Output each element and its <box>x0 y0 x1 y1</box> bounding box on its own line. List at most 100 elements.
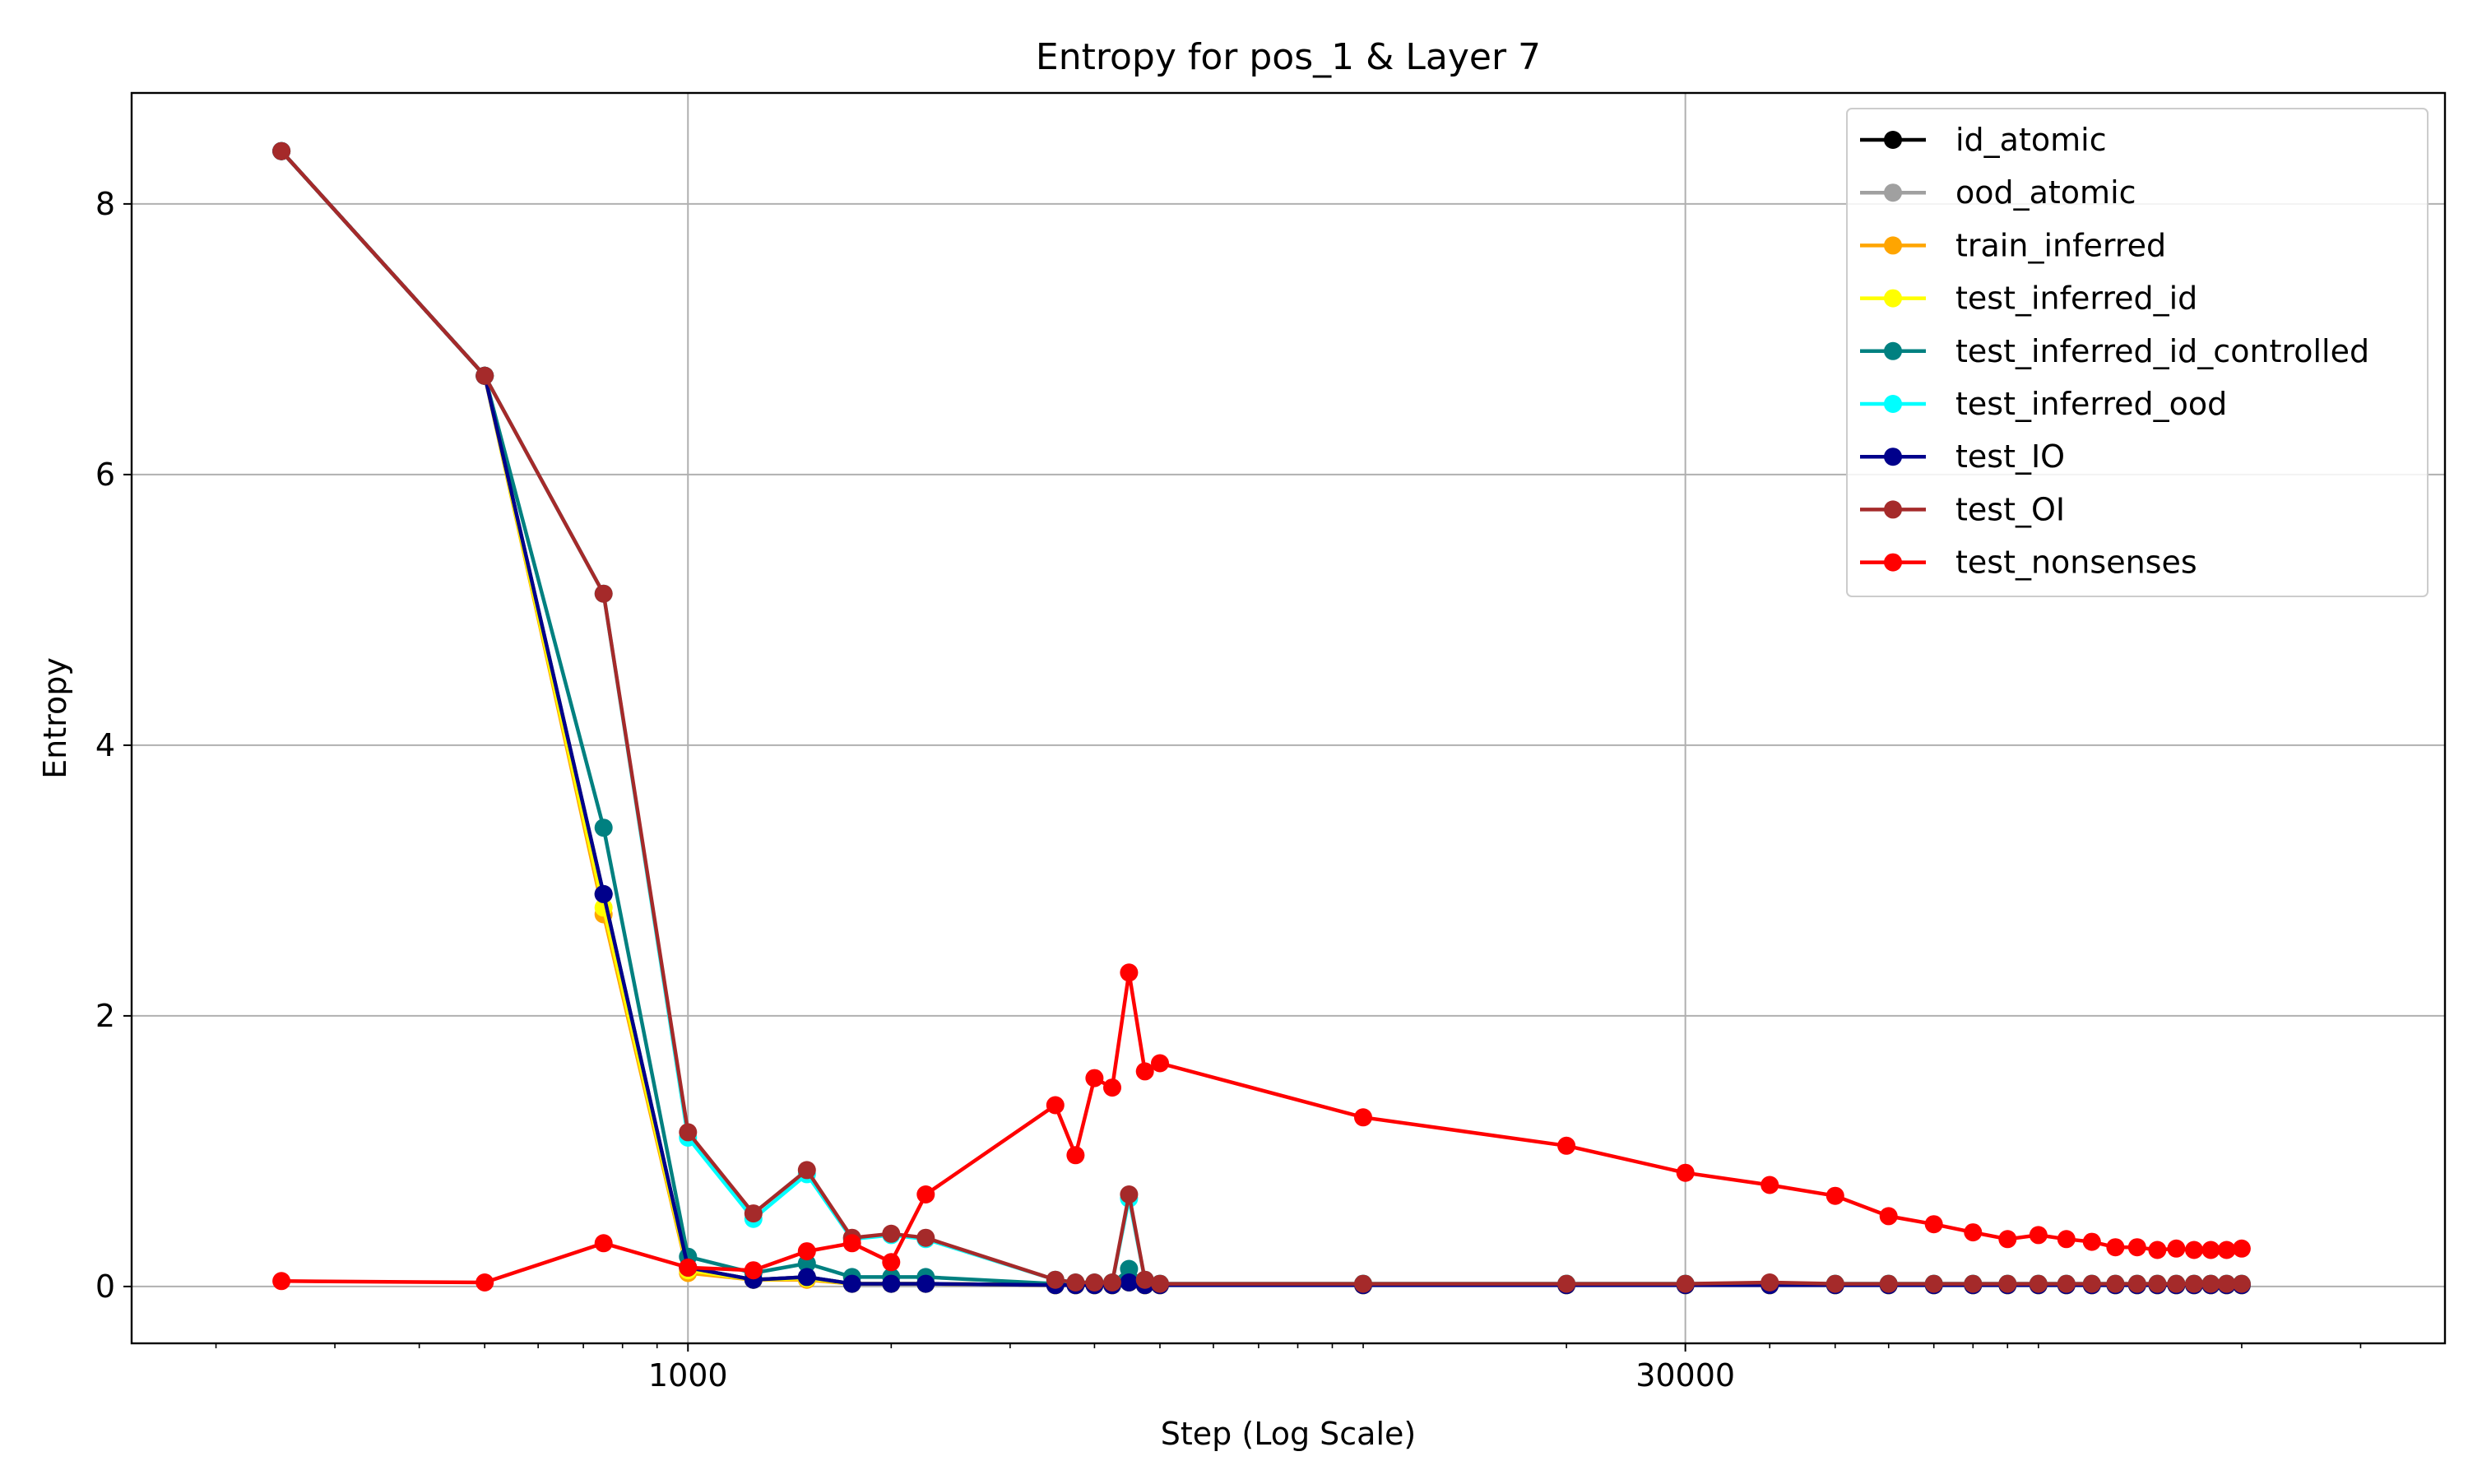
data-point <box>1354 1274 1372 1293</box>
data-point <box>2082 1232 2101 1251</box>
data-point <box>476 366 494 385</box>
data-point <box>744 1204 763 1223</box>
data-point <box>1085 1273 1104 1292</box>
y-tick-label: 2 <box>95 998 115 1034</box>
legend-swatch-marker <box>1884 448 1902 466</box>
plot-frame <box>130 91 2447 1345</box>
legend-box <box>1846 108 2429 597</box>
data-point <box>797 1161 816 1180</box>
legend-label: test_inferred_ood <box>1955 386 2227 422</box>
data-point <box>2127 1274 2146 1293</box>
data-point <box>2185 1274 2203 1293</box>
data-point <box>2057 1230 2076 1249</box>
data-point <box>1135 1270 1154 1289</box>
y-tick-label: 0 <box>95 1268 115 1305</box>
legend-item: test_IO <box>1860 438 2065 475</box>
data-point <box>797 1268 816 1287</box>
data-point <box>1676 1274 1695 1293</box>
x-tick-label: 1000 <box>648 1357 728 1394</box>
data-point <box>594 584 613 603</box>
legend-swatch-marker <box>1884 341 1902 360</box>
axis-ticks: 0 2 4 6 8 1000 30000 <box>95 186 2362 1394</box>
data-point <box>2167 1274 2186 1293</box>
data-point <box>1046 1096 1065 1115</box>
legend-label: test_inferred_id <box>1955 281 2197 317</box>
data-point <box>1676 1163 1695 1182</box>
legend-item: train_inferred <box>1860 227 2166 263</box>
data-point <box>1998 1230 2017 1249</box>
data-point <box>1924 1274 1943 1293</box>
data-point <box>594 819 613 837</box>
data-point <box>272 141 291 160</box>
data-point <box>2201 1274 2220 1293</box>
data-point <box>1557 1136 1576 1155</box>
legend-item: test_inferred_id <box>1860 281 2197 317</box>
data-point <box>594 1234 613 1253</box>
legend-label: test_nonsenses <box>1955 545 2197 581</box>
data-point <box>1825 1274 1844 1293</box>
data-point <box>882 1224 901 1243</box>
series-lines <box>272 141 2251 1295</box>
legend-item: test_inferred_id_controlled <box>1860 333 2369 369</box>
data-point <box>2106 1238 2125 1257</box>
x-tick-label: 30000 <box>1635 1357 1735 1394</box>
data-point <box>679 1258 698 1277</box>
legend-swatch-marker <box>1884 236 1902 255</box>
data-point <box>594 884 613 903</box>
data-point <box>1761 1273 1779 1292</box>
data-point <box>1557 1274 1576 1293</box>
data-point <box>1761 1176 1779 1194</box>
data-point <box>744 1261 763 1280</box>
data-point <box>2127 1238 2146 1257</box>
data-point <box>2217 1274 2236 1293</box>
legend-swatch-marker <box>1884 500 1902 519</box>
data-point <box>2185 1241 2203 1259</box>
data-point <box>1120 1273 1139 1292</box>
data-point <box>842 1274 861 1293</box>
data-point <box>1103 1273 1121 1292</box>
data-point <box>1066 1146 1085 1165</box>
data-point <box>2232 1274 2251 1293</box>
legend-swatch-marker <box>1884 131 1902 149</box>
legend-label: test_IO <box>1955 438 2065 475</box>
data-point <box>842 1234 861 1253</box>
data-point <box>797 1242 816 1261</box>
data-point <box>679 1123 698 1142</box>
chart-title: Entropy for pos_1 & Layer 7 <box>1036 36 1541 78</box>
data-point <box>1151 1274 1169 1293</box>
y-tick-label: 4 <box>95 727 115 763</box>
legend-label: ood_atomic <box>1955 174 2136 211</box>
legend: id_atomic ood_atomic train_inferred test_in… <box>1846 108 2429 597</box>
data-point <box>882 1274 901 1293</box>
data-point <box>916 1185 935 1203</box>
y-axis-label: Entropy <box>37 657 73 779</box>
data-point <box>2201 1241 2220 1259</box>
series-test_nonsenses <box>272 963 2251 1292</box>
x-axis-label: Step (Log Scale) <box>1161 1416 1416 1452</box>
data-point <box>2082 1274 2101 1293</box>
grid <box>132 93 2445 1343</box>
data-point <box>1998 1274 2017 1293</box>
data-point <box>1066 1273 1085 1292</box>
legend-item: ood_atomic <box>1860 174 2136 211</box>
legend-label: id_atomic <box>1955 122 2107 158</box>
data-point <box>1120 1259 1139 1278</box>
data-point <box>2057 1274 2076 1293</box>
data-point <box>1964 1274 1983 1293</box>
data-point <box>882 1253 901 1272</box>
data-point <box>1964 1223 1983 1242</box>
data-point <box>1120 1185 1139 1203</box>
legend-swatch-marker <box>1884 289 1902 308</box>
series-test_OI <box>272 141 2251 1293</box>
data-point <box>2029 1274 2048 1293</box>
data-point <box>272 1272 291 1291</box>
legend-label: train_inferred <box>1955 227 2166 263</box>
data-point <box>916 1274 935 1293</box>
data-point <box>1120 963 1139 982</box>
legend-item: test_OI <box>1860 491 2065 527</box>
data-point <box>916 1228 935 1247</box>
data-point <box>2029 1226 2048 1245</box>
data-point <box>1924 1215 1943 1234</box>
data-point <box>476 1273 494 1292</box>
